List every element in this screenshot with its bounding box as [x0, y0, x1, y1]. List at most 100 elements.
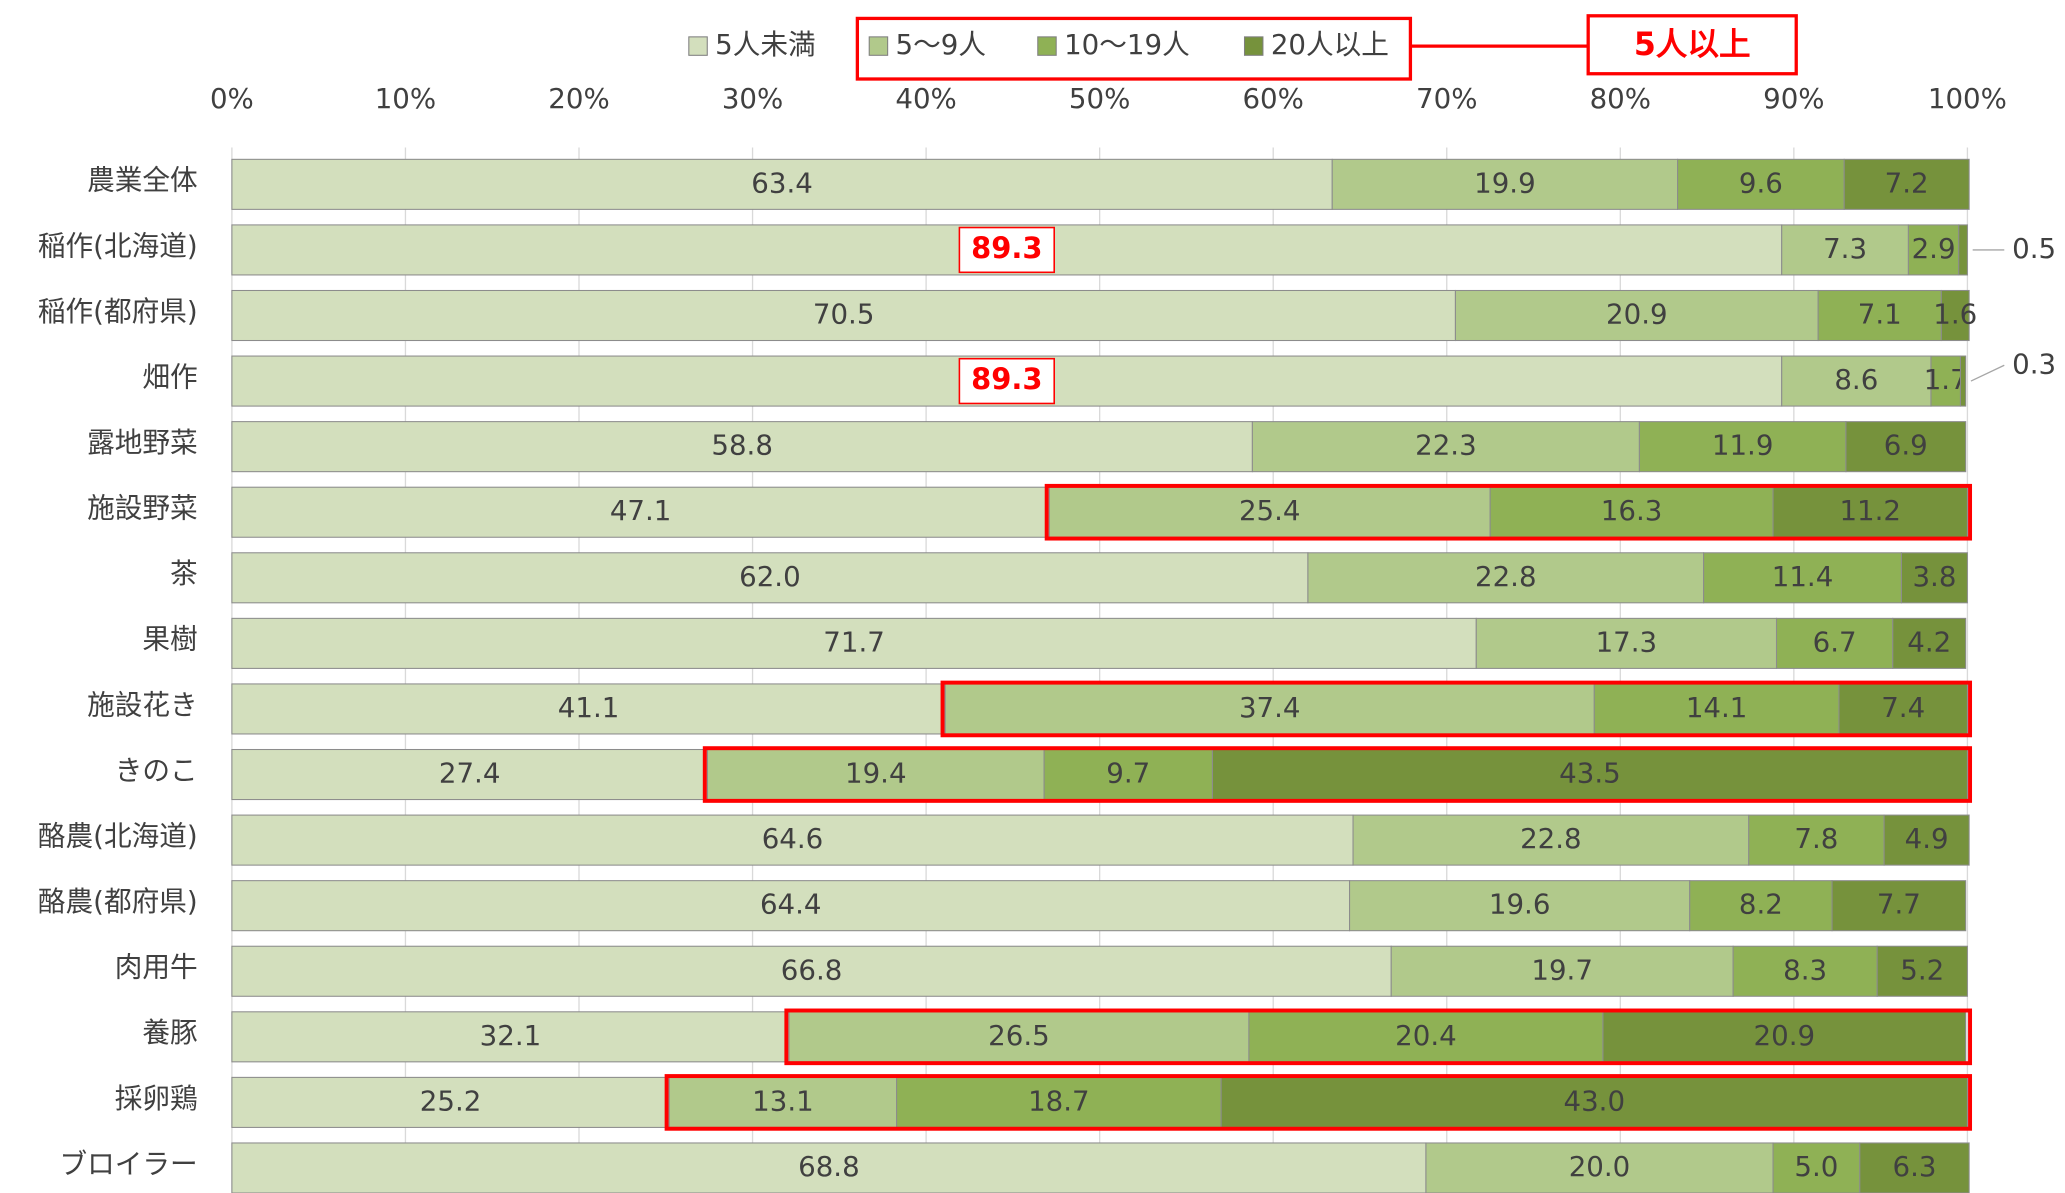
value-label: 11.2 — [1839, 494, 1901, 527]
bar-segment — [1958, 224, 1968, 276]
bar-segment — [1845, 421, 1967, 473]
value-label: 22.3 — [1415, 429, 1477, 462]
bar-segment — [1390, 945, 1734, 997]
value-label: 71.7 — [823, 625, 885, 658]
value-label: 70.5 — [813, 297, 875, 330]
value-label: 66.8 — [781, 953, 843, 986]
bar-segment — [1703, 552, 1902, 604]
value-label: 43.0 — [1564, 1084, 1626, 1117]
bar-segment — [1838, 683, 1968, 735]
bar-segment — [1251, 421, 1640, 473]
value-label: 22.8 — [1475, 560, 1537, 593]
bar-segment — [1907, 224, 1960, 276]
bar-segment — [788, 1011, 1250, 1063]
bar-segment — [1043, 748, 1213, 801]
bar-segment — [1454, 289, 1819, 342]
bar-segment — [1781, 224, 1909, 276]
bar-segment — [1772, 1142, 1861, 1193]
value-label: 19.6 — [1489, 888, 1551, 921]
bar-segment — [1940, 289, 1970, 342]
value-label: 0.5 — [2012, 232, 2056, 265]
legend-label: 20人以上 — [1271, 28, 1389, 61]
value-label: 64.4 — [760, 888, 822, 921]
bar-segment — [1748, 814, 1885, 866]
y-tick-label: 採卵鶏 — [115, 1082, 198, 1115]
y-tick-label: 畑作 — [142, 360, 197, 393]
row-highlight — [702, 746, 1973, 803]
x-tick-label: 50% — [1069, 82, 1130, 115]
bar-segment — [706, 748, 1045, 801]
bar-segment — [231, 880, 1351, 932]
row-highlight — [664, 1074, 1973, 1131]
bar-segment — [231, 814, 1354, 866]
value-label: 26.5 — [988, 1019, 1050, 1052]
bar-segment — [231, 1142, 1427, 1193]
x-tick-label: 70% — [1416, 82, 1477, 115]
y-tick-label: きのこ — [115, 754, 198, 787]
bar-segment — [1900, 552, 1968, 604]
y-tick-label: 露地野菜 — [87, 426, 198, 459]
legend-swatch — [1037, 36, 1057, 56]
value-label: 62.0 — [739, 560, 801, 593]
value-label: 18.7 — [1028, 1084, 1090, 1117]
value-label: 8.6 — [1834, 363, 1878, 396]
bar-segment — [1349, 880, 1691, 932]
value-label: 19.9 — [1474, 166, 1536, 199]
value-label: 68.8 — [798, 1150, 860, 1183]
bar-segment — [896, 1076, 1222, 1128]
value-label: 89.3 — [971, 362, 1042, 396]
value-label: 14.1 — [1686, 691, 1748, 724]
value-label: 8.3 — [1783, 953, 1827, 986]
x-tick-label: 60% — [1242, 82, 1303, 115]
y-tick-label: 酪農(北海道) — [38, 819, 198, 852]
value-label: 0.3 — [2012, 347, 2056, 380]
bar-segment — [231, 552, 1309, 604]
y-tick-label: 施設花き — [87, 688, 198, 721]
y-tick-label: 稲作(都府県) — [38, 295, 198, 328]
value-label: 16.3 — [1601, 494, 1663, 527]
value-label: 11.9 — [1712, 429, 1774, 462]
annotation-box — [1586, 14, 1798, 76]
legend-label: 5〜9人 — [896, 28, 986, 61]
bar-segment — [231, 421, 1253, 473]
value-label: 25.4 — [1239, 494, 1301, 527]
value-label: 6.9 — [1884, 429, 1928, 462]
row-highlight — [784, 1008, 1973, 1066]
y-tick-label: 肉用牛 — [115, 951, 198, 984]
bar-segment — [231, 748, 708, 801]
value-label: 4.9 — [1905, 822, 1949, 855]
value-label: 7.7 — [1877, 888, 1921, 921]
bar-segment — [1425, 1142, 1774, 1193]
x-tick-label: 20% — [548, 82, 609, 115]
value-label: 22.8 — [1520, 822, 1582, 855]
value-label: 7.4 — [1881, 691, 1925, 724]
value-label: 9.6 — [1739, 166, 1783, 199]
bar-segment — [1959, 355, 1967, 407]
value-label: 47.1 — [610, 494, 672, 527]
value-label: 1.6 — [1933, 297, 1977, 330]
value-label: 11.4 — [1772, 560, 1834, 593]
legend-swatch — [688, 36, 708, 56]
x-tick-label: 30% — [722, 82, 783, 115]
value-label: 43.5 — [1559, 757, 1621, 790]
bar-segment — [1930, 355, 1961, 407]
y-tick-label: 酪農(都府県) — [38, 885, 198, 918]
bar-segment — [231, 289, 1456, 342]
bar-segment — [1048, 486, 1491, 538]
bar-segment — [1859, 1142, 1970, 1193]
value-label: 25.2 — [420, 1084, 482, 1117]
bar-segment — [1331, 158, 1679, 210]
value-label: 7.1 — [1858, 297, 1902, 330]
bar-segment — [1489, 486, 1774, 538]
y-tick-label: 稲作(北海道) — [38, 229, 198, 262]
y-tick-label: 施設野菜 — [87, 492, 198, 525]
value-label-box — [958, 357, 1055, 405]
value-label: 27.4 — [439, 757, 501, 790]
value-label: 7.3 — [1823, 232, 1867, 265]
bar-segment — [1677, 158, 1845, 210]
x-tick-label: 90% — [1763, 82, 1824, 115]
bar-segment — [1772, 486, 1968, 538]
value-label: 5.2 — [1900, 953, 1944, 986]
bar-segment — [1831, 880, 1967, 932]
value-label: 7.8 — [1794, 822, 1838, 855]
